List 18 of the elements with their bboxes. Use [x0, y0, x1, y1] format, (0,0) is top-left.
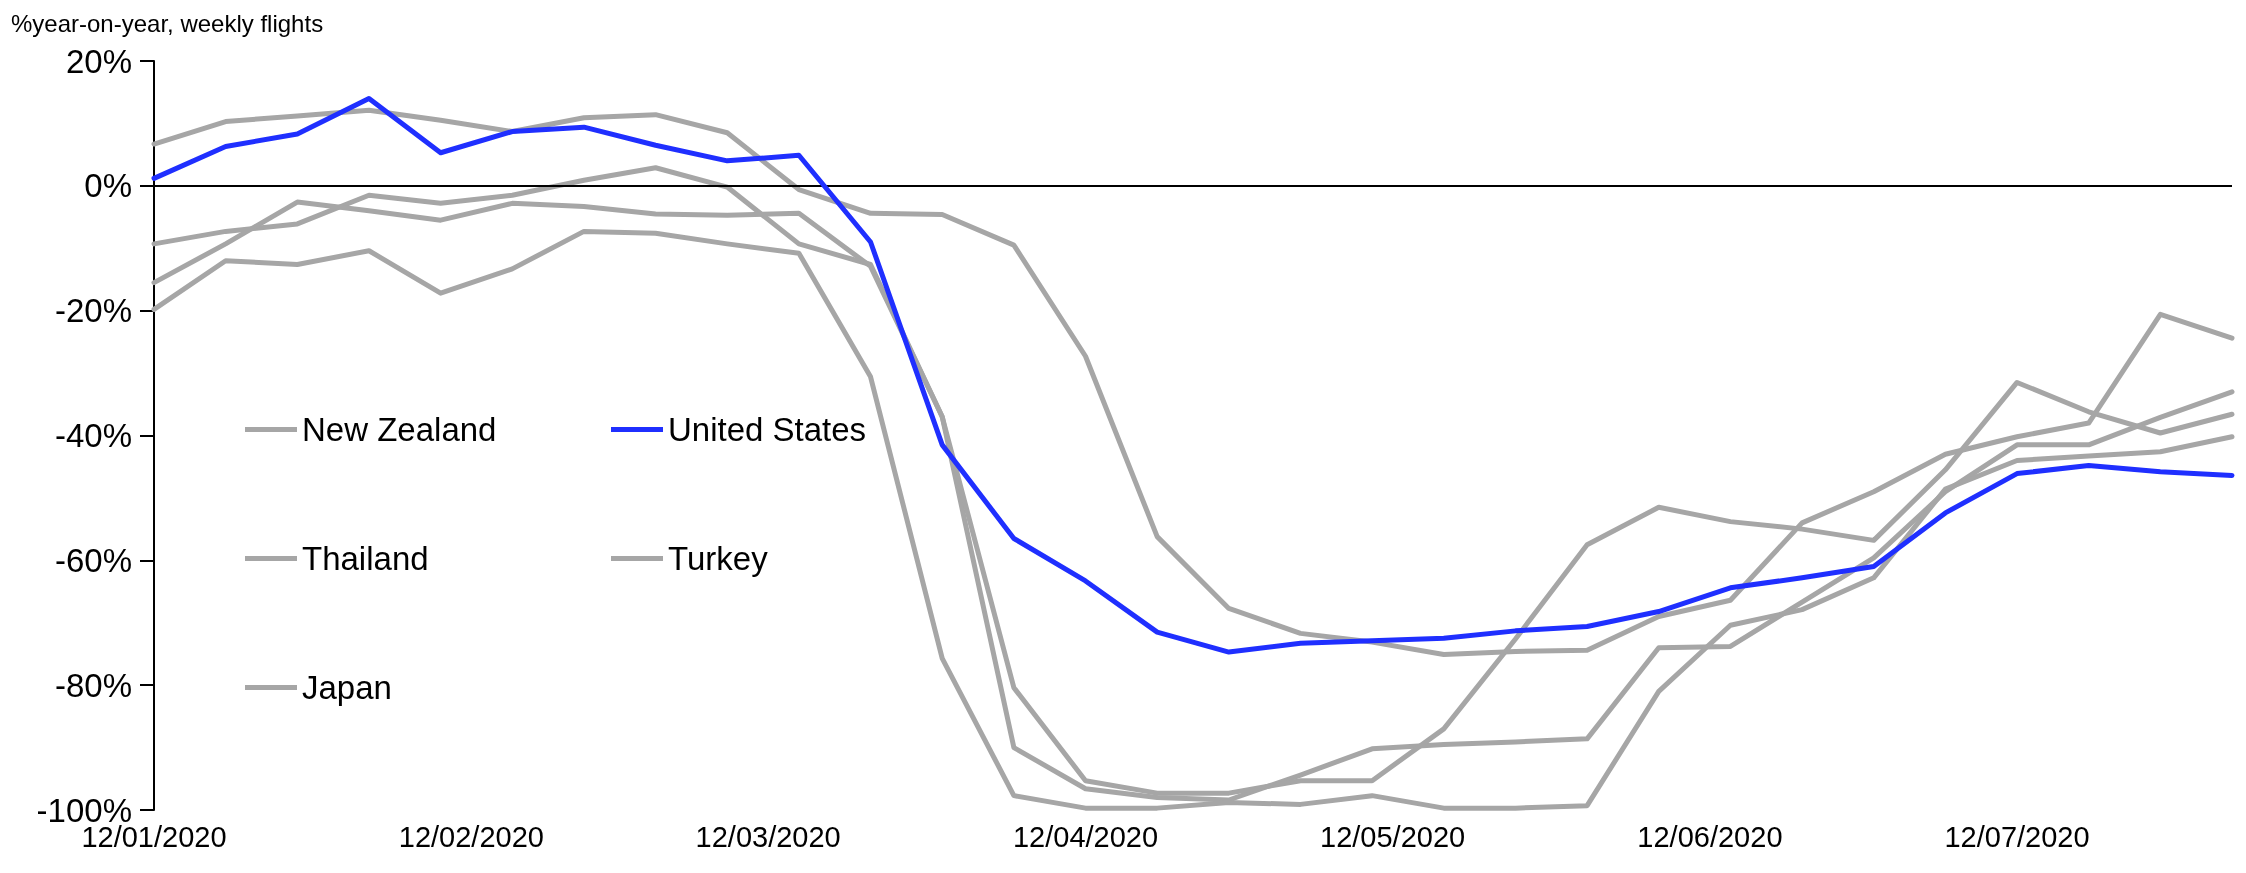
y-tick-label: 0%	[84, 167, 132, 205]
y-tick-label: -80%	[54, 666, 132, 704]
legend-label: New Zealand	[302, 411, 497, 448]
legend-label: Turkey	[668, 540, 769, 577]
y-tick-label: -40%	[54, 417, 132, 454]
legend-label: Thailand	[302, 540, 429, 577]
y-tick-label: 20%	[65, 42, 132, 80]
x-tick-label: 12/05/2020	[1320, 820, 1466, 853]
x-tick-label: 12/03/2020	[695, 820, 841, 853]
x-tick-label: 12/07/2020	[1944, 820, 2090, 853]
y-tick-label: -20%	[54, 292, 132, 330]
x-tick-label: 12/06/2020	[1637, 820, 1783, 853]
legend-label: Japan	[302, 669, 392, 706]
legend-label: United States	[668, 411, 867, 448]
y-tick-label: -60%	[54, 541, 132, 579]
x-tick-label: 12/04/2020	[1012, 820, 1159, 853]
y-axis-title: %year-on-year, weekly flights	[11, 9, 324, 37]
x-tick-label: 12/02/2020	[398, 820, 544, 853]
